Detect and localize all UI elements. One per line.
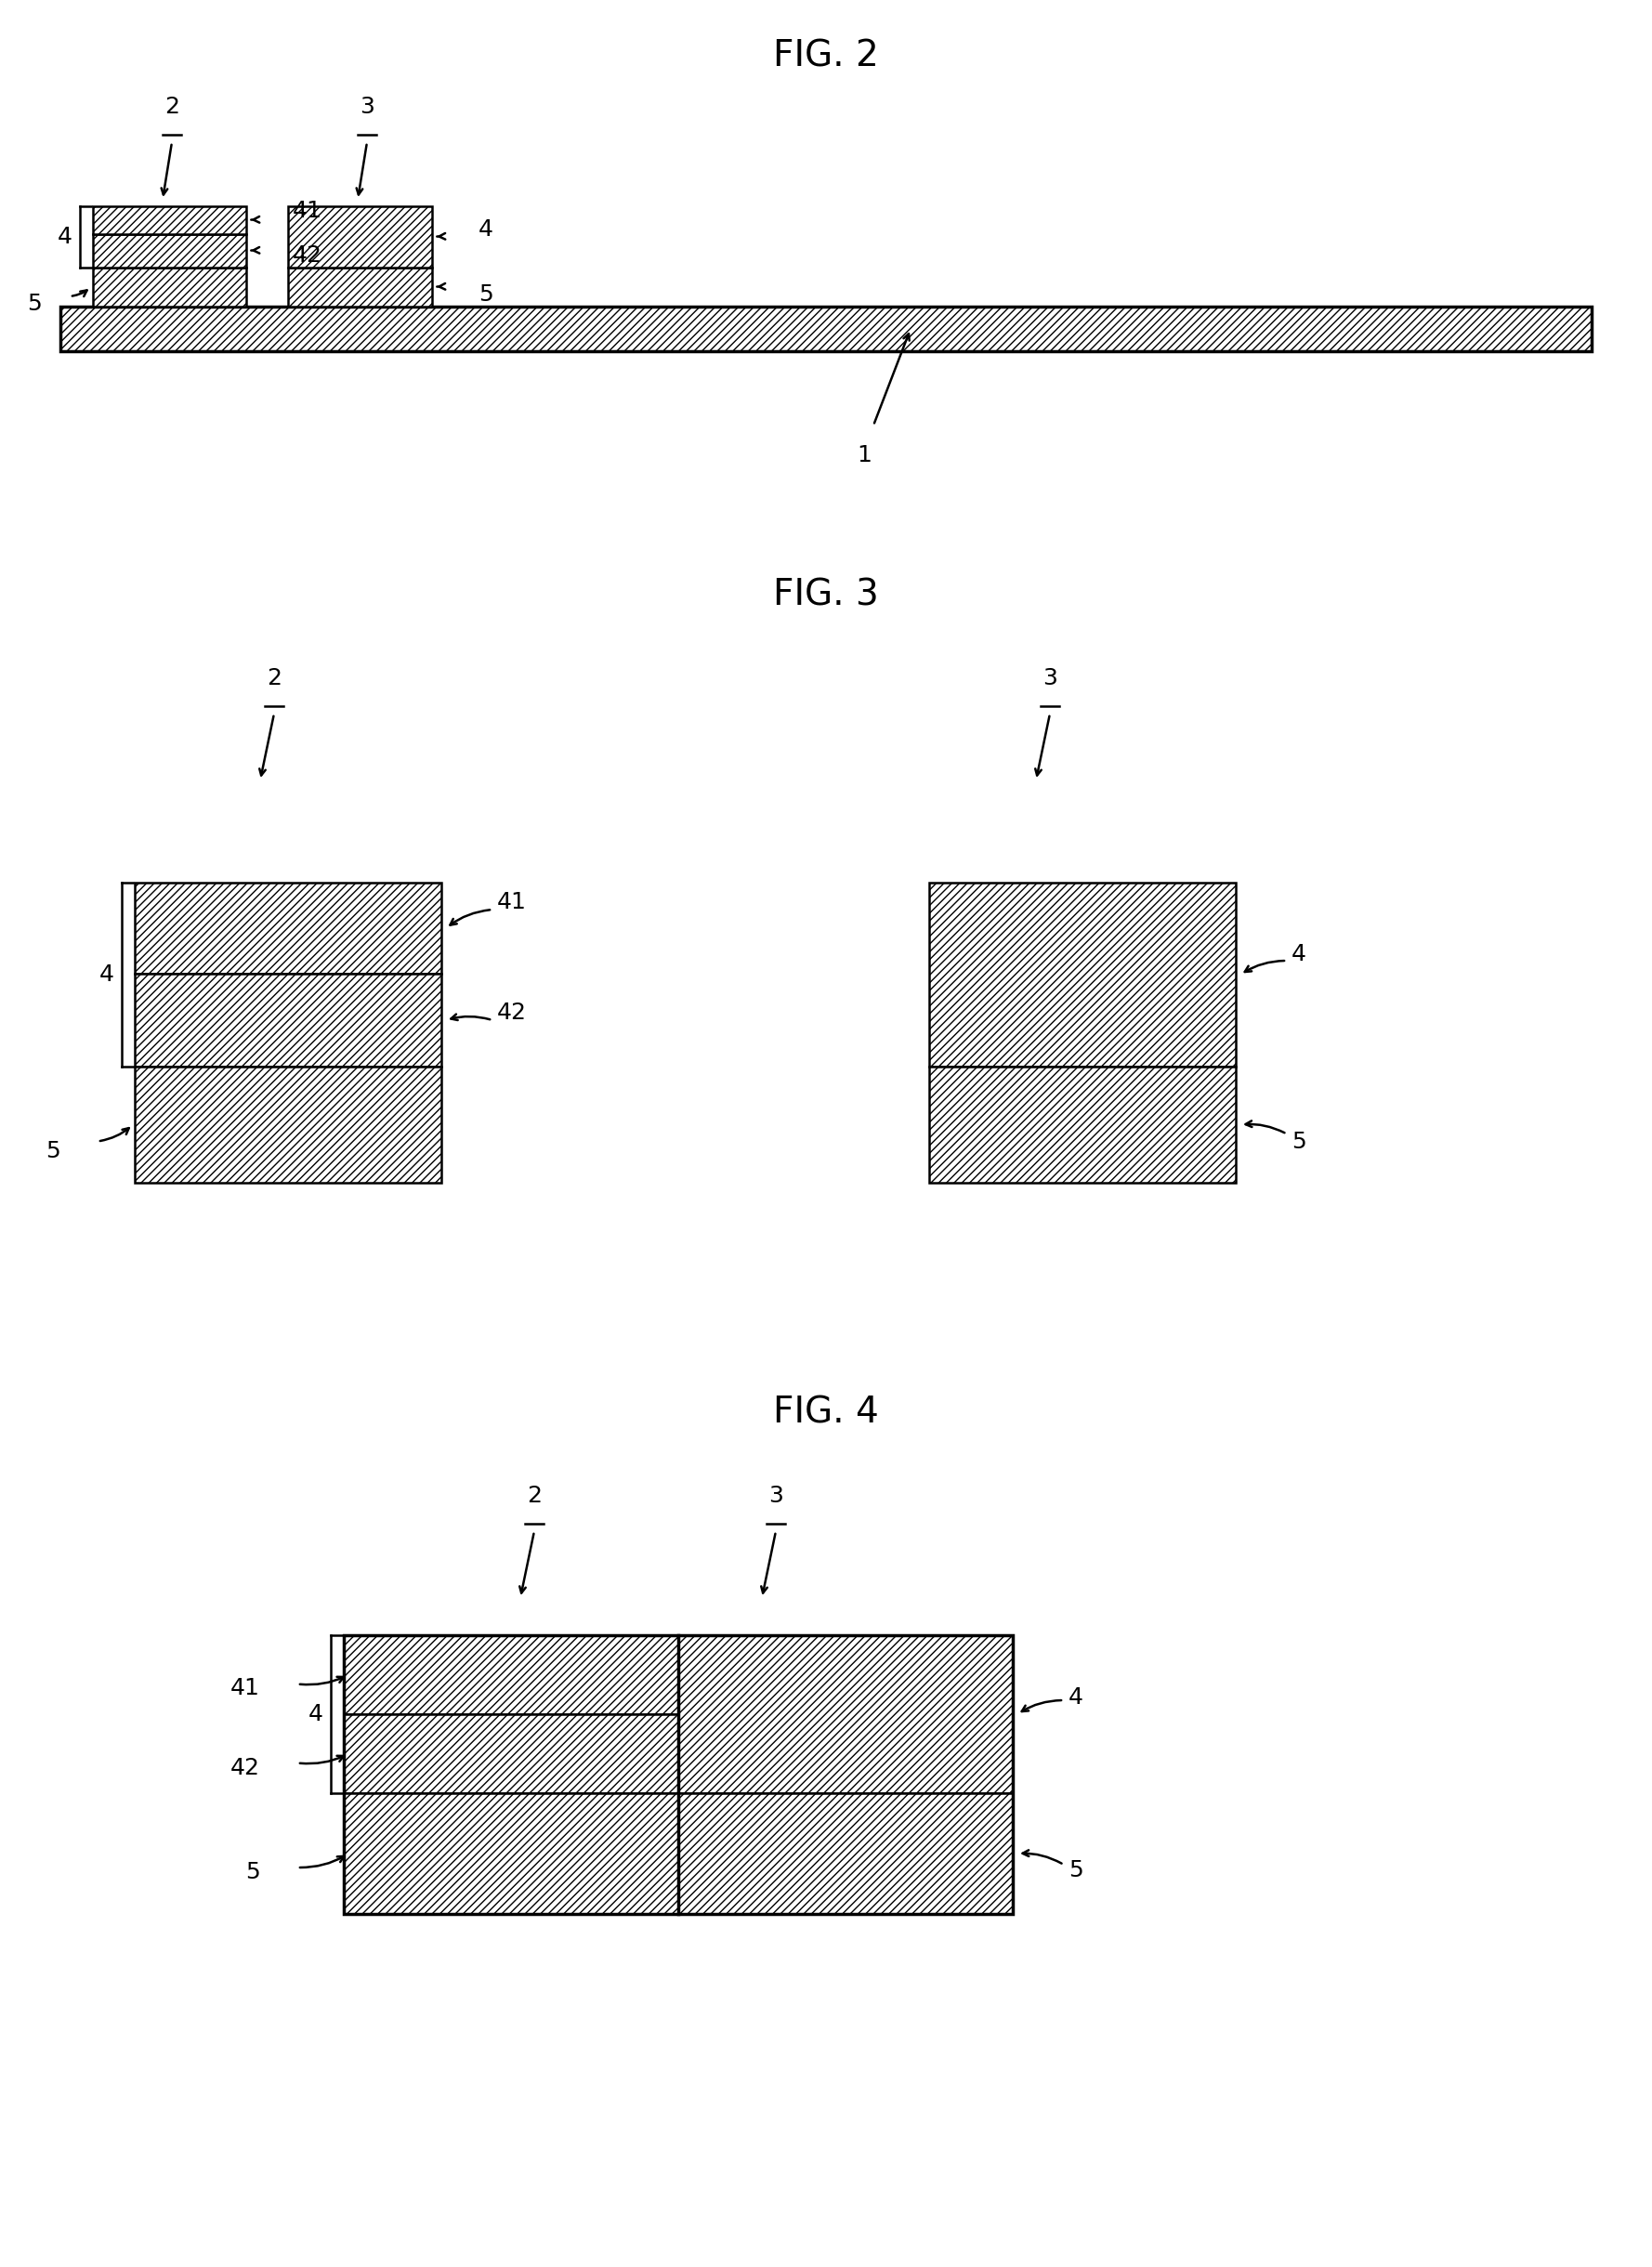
Text: 4: 4: [99, 963, 114, 986]
Text: 4: 4: [58, 227, 73, 247]
Bar: [344, 1793, 679, 1913]
Bar: [928, 1065, 1236, 1183]
Text: 1: 1: [857, 444, 872, 467]
Bar: [344, 1635, 679, 1714]
Text: 4: 4: [1069, 1687, 1084, 1709]
Text: 4: 4: [1292, 943, 1307, 966]
Text: 3: 3: [360, 95, 375, 118]
Bar: [135, 882, 441, 975]
Text: FIG. 3: FIG. 3: [773, 578, 879, 612]
Text: FIG. 4: FIG. 4: [773, 1394, 879, 1430]
Bar: [135, 975, 441, 1065]
Bar: [287, 268, 433, 306]
Text: 5: 5: [246, 1861, 259, 1884]
Bar: [679, 1793, 1013, 1913]
Bar: [61, 306, 1591, 351]
Bar: [93, 206, 246, 234]
Text: 41: 41: [497, 891, 527, 914]
Text: 42: 42: [292, 245, 322, 268]
Text: 42: 42: [230, 1757, 259, 1780]
Bar: [679, 1635, 1013, 1793]
Text: 3: 3: [768, 1485, 783, 1508]
Bar: [93, 268, 246, 306]
Text: 5: 5: [1069, 1859, 1084, 1882]
Text: 4: 4: [479, 218, 494, 240]
Bar: [344, 1714, 679, 1793]
Bar: [93, 234, 246, 268]
Text: 42: 42: [497, 1002, 527, 1025]
Text: 5: 5: [46, 1140, 61, 1161]
Text: 5: 5: [1292, 1131, 1307, 1152]
Text: 2: 2: [527, 1485, 542, 1508]
Text: 5: 5: [26, 292, 41, 315]
Bar: [135, 1065, 441, 1183]
Text: FIG. 2: FIG. 2: [773, 39, 879, 73]
Text: 3: 3: [1042, 666, 1057, 689]
Text: 2: 2: [165, 95, 180, 118]
Bar: [928, 882, 1236, 1065]
Text: 4: 4: [309, 1703, 324, 1725]
Text: 41: 41: [231, 1678, 259, 1700]
Text: 5: 5: [479, 283, 494, 306]
Bar: [344, 1635, 1013, 1913]
Text: 2: 2: [266, 666, 281, 689]
Bar: [287, 206, 433, 268]
Text: 41: 41: [292, 199, 322, 222]
